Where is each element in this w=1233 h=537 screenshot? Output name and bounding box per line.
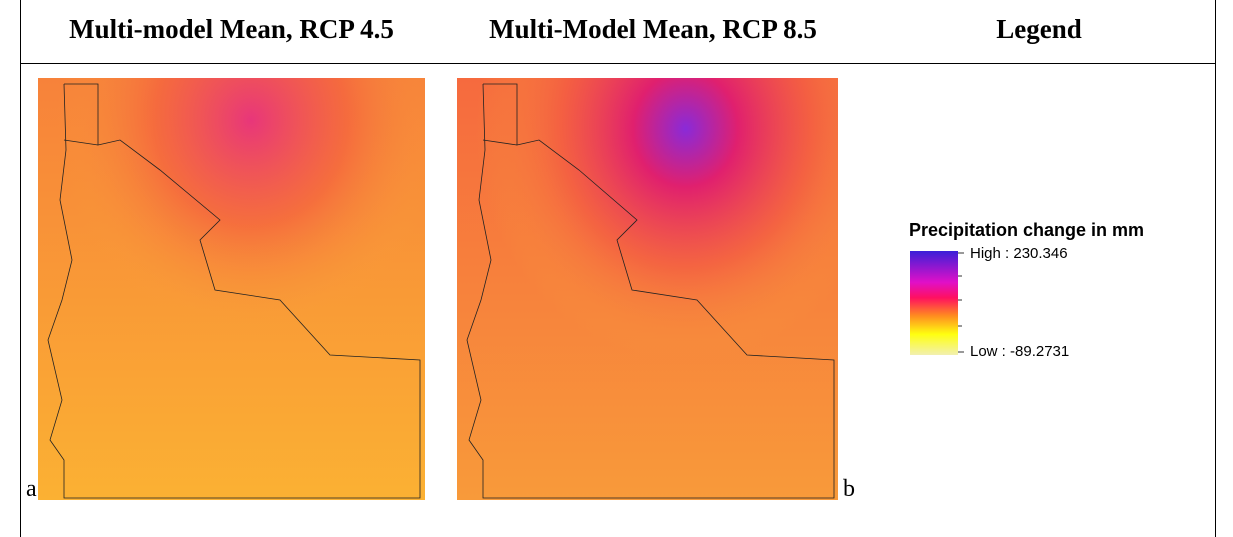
legend-title: Precipitation change in mm bbox=[909, 220, 1144, 241]
table-lines bbox=[0, 0, 1233, 537]
column-header: Multi-model Mean, RCP 4.5 bbox=[20, 14, 443, 45]
page: Multi-model Mean, RCP 4.5 Multi-Model Me… bbox=[0, 0, 1233, 537]
legend-bar bbox=[910, 251, 964, 355]
legend-low: Low : -89.2731 bbox=[970, 343, 1069, 360]
legend-high: High : 230.346 bbox=[970, 245, 1068, 262]
panel-label: b bbox=[843, 476, 855, 503]
map-b bbox=[457, 78, 838, 500]
column-header: Multi-Model Mean, RCP 8.5 bbox=[443, 14, 863, 45]
map-a bbox=[38, 78, 425, 500]
panel-label: a bbox=[26, 476, 37, 503]
column-header: Legend bbox=[863, 14, 1215, 45]
